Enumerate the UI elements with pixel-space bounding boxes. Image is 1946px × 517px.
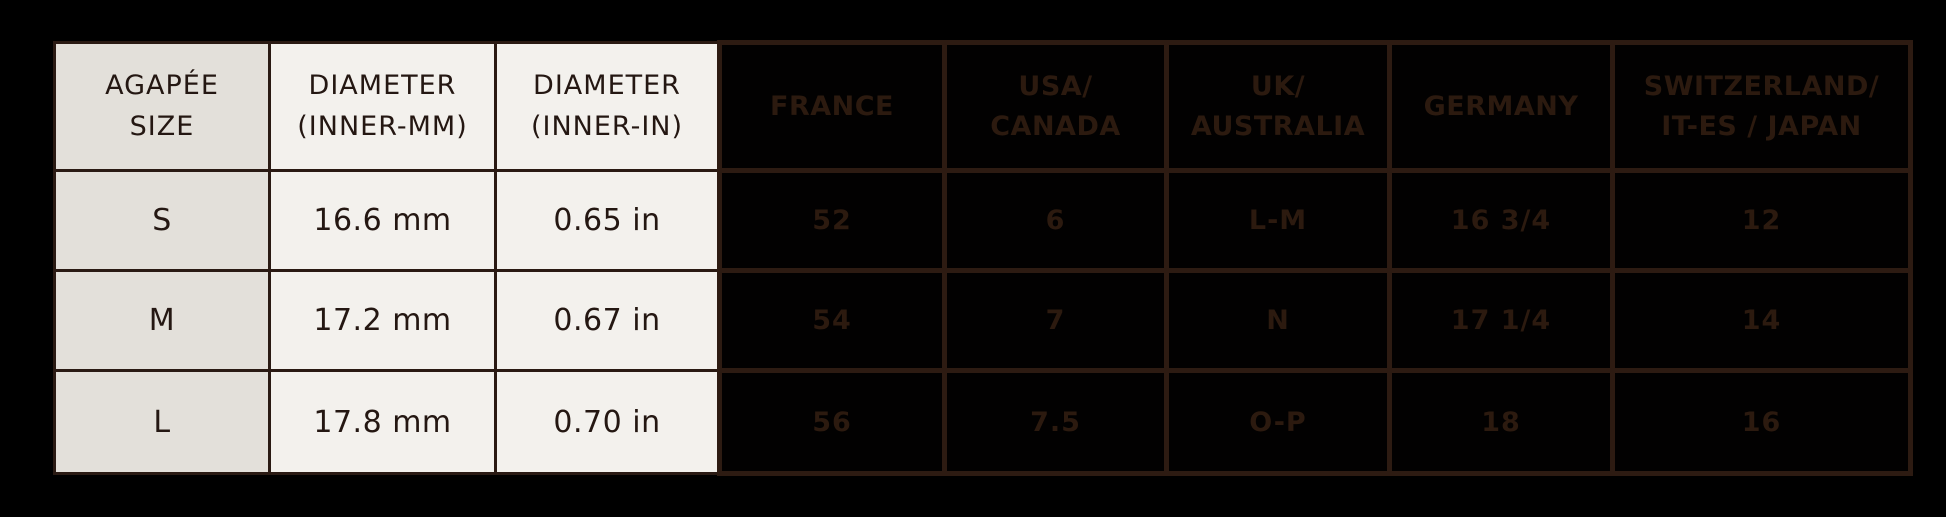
size-conversion-table: AGAPÉE SIZE DIAMETER (INNER-MM) DIAMETER… bbox=[53, 40, 1913, 476]
cell-mm: 17.2 mm bbox=[268, 269, 497, 372]
header-france: FRANCE bbox=[717, 40, 947, 173]
header-uk-australia: UK/ AUSTRALIA bbox=[1164, 40, 1392, 173]
cell-usa: 6 bbox=[942, 168, 1169, 273]
header-line: USA/ bbox=[1018, 71, 1093, 103]
cell-swiss: 14 bbox=[1610, 268, 1913, 373]
header-line: SWITZERLAND/ bbox=[1643, 71, 1880, 103]
header-line: AUSTRALIA bbox=[1190, 110, 1366, 142]
cell-size: M bbox=[53, 269, 271, 372]
cell-in: 0.70 in bbox=[494, 369, 721, 475]
cell-usa: 7 bbox=[942, 268, 1169, 373]
cell-size: S bbox=[53, 169, 271, 272]
cell-in: 0.65 in bbox=[494, 169, 721, 272]
header-line: IT-ES / JAPAN bbox=[1661, 110, 1862, 142]
cell-in: 0.67 in bbox=[494, 269, 721, 372]
cell-usa: 7.5 bbox=[942, 368, 1169, 476]
cell-uk: L-M bbox=[1164, 168, 1392, 273]
header-line: (INNER-MM) bbox=[297, 110, 468, 142]
header-row: AGAPÉE SIZE DIAMETER (INNER-MM) DIAMETER… bbox=[53, 40, 1913, 173]
cell-mm: 17.8 mm bbox=[268, 369, 497, 475]
header-diameter-mm: DIAMETER (INNER-MM) bbox=[268, 41, 497, 172]
cell-france: 54 bbox=[717, 268, 947, 373]
cell-uk: O-P bbox=[1164, 368, 1392, 476]
header-line: DIAMETER bbox=[308, 70, 457, 101]
table-row-m: M 17.2 mm 0.67 in 54 7 N 17 1/4 14 bbox=[53, 268, 1913, 373]
cell-france: 52 bbox=[717, 168, 947, 273]
header-agapee-size: AGAPÉE SIZE bbox=[53, 41, 271, 172]
cell-size: L bbox=[53, 369, 271, 475]
cell-germany: 18 bbox=[1387, 368, 1615, 476]
cell-uk: N bbox=[1164, 268, 1392, 373]
header-usa-canada: USA/ CANADA bbox=[942, 40, 1169, 173]
header-line: DIAMETER bbox=[533, 70, 681, 101]
cell-germany: 17 1/4 bbox=[1387, 268, 1615, 373]
header-line: GERMANY bbox=[1423, 90, 1579, 122]
header-line: FRANCE bbox=[770, 90, 894, 122]
header-line: (INNER-IN) bbox=[530, 110, 684, 142]
cell-germany: 16 3/4 bbox=[1387, 168, 1615, 273]
header-diameter-in: DIAMETER (INNER-IN) bbox=[494, 41, 721, 172]
header-line: SIZE bbox=[129, 110, 195, 142]
header-germany: GERMANY bbox=[1387, 40, 1615, 173]
table-row-l: L 17.8 mm 0.70 in 56 7.5 O-P 18 16 bbox=[53, 368, 1913, 476]
cell-mm: 16.6 mm bbox=[268, 169, 497, 272]
header-switzerland-it-es-japan: SWITZERLAND/ IT-ES / JAPAN bbox=[1610, 40, 1913, 173]
cell-swiss: 12 bbox=[1610, 168, 1913, 273]
cell-france: 56 bbox=[717, 368, 947, 476]
table-row-s: S 16.6 mm 0.65 in 52 6 L-M 16 3/4 12 bbox=[53, 168, 1913, 273]
header-line: UK/ bbox=[1250, 71, 1306, 103]
cell-swiss: 16 bbox=[1610, 368, 1913, 476]
header-line: AGAPÉE bbox=[105, 70, 219, 101]
header-line: CANADA bbox=[990, 110, 1121, 142]
